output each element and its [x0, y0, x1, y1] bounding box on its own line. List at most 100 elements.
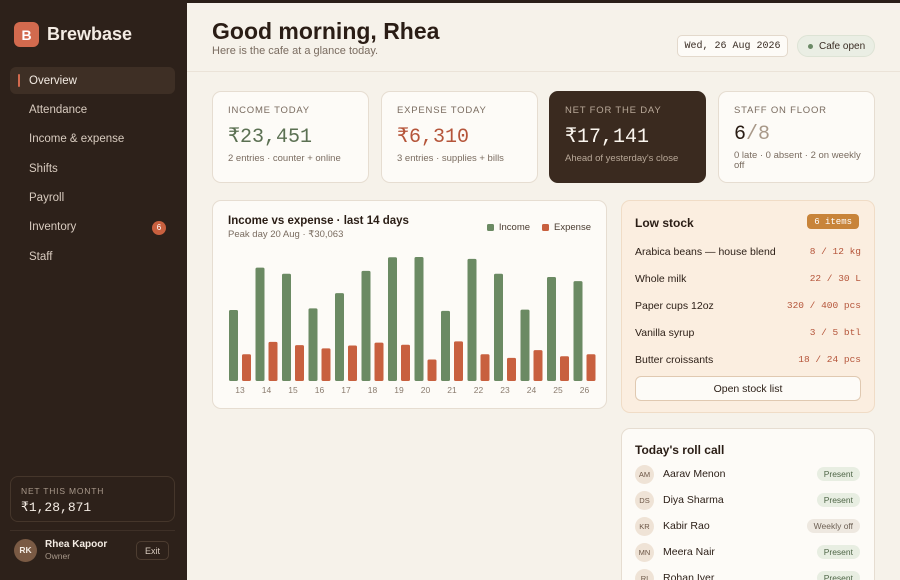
sidebar-item-overview[interactable]: Overview	[10, 67, 175, 94]
x-tick-label: 17	[341, 385, 351, 395]
roll-call-card: Today's roll call AM Aarav Menon Present…	[621, 428, 875, 580]
low-stock-list: Arabica beans — house blend 8 / 12 kg Wh…	[635, 238, 861, 373]
x-tick-label: 13	[235, 385, 245, 395]
bar-expense-15[interactable]	[295, 345, 304, 381]
bar-income-23[interactable]	[494, 273, 503, 381]
bar-expense-25[interactable]	[560, 356, 569, 381]
list-item[interactable]: Butter croissants 18 / 24 pcs	[635, 346, 861, 373]
stock-item-qty: 22 / 30 L	[809, 273, 861, 284]
bar-income-26[interactable]	[573, 281, 583, 381]
sidebar-item-label: Payroll	[29, 192, 65, 205]
bar-income-17[interactable]	[335, 293, 344, 381]
income-expense-chart: 13 14 15 16 17 18 19 20 21 22 23 24 25 26	[229, 256, 596, 395]
bar-expense-20[interactable]	[427, 359, 437, 381]
bar-income-13[interactable]	[229, 310, 238, 381]
staff-name: Rohan Iyer	[663, 572, 715, 580]
list-item[interactable]: Paper cups 12oz 320 / 400 pcs	[635, 292, 861, 319]
bar-income-25[interactable]	[547, 277, 556, 381]
legend-item-expense: Expense	[542, 222, 591, 233]
x-tick-label: 14	[262, 385, 272, 395]
stat-label: NET FOR THE DAY	[565, 105, 662, 116]
bar-expense-21[interactable]	[454, 341, 463, 381]
open-stock-list-button[interactable]: Open stock list	[635, 376, 861, 401]
date-chip[interactable]: Wed, 26 Aug 2026	[677, 35, 788, 57]
bar-income-14[interactable]	[255, 267, 265, 381]
list-item[interactable]: KR Kabir Rao Weekly off	[635, 513, 861, 539]
bar-income-24[interactable]	[520, 309, 530, 381]
staff-name: Diya Sharma	[663, 494, 724, 506]
stat-card-net-for-day[interactable]: NET FOR THE DAY ₹17,141 Ahead of yesterd…	[549, 91, 706, 183]
stat-card-staff-on-floor[interactable]: STAFF ON FLOOR 6/8 0 late · 0 absent · 2…	[718, 91, 875, 183]
chart-subtitle: Peak day 20 Aug · ₹30,063	[228, 229, 344, 240]
bar-expense-16[interactable]	[321, 348, 331, 381]
brand-logo: B	[14, 22, 39, 47]
sidebar-item-label: Staff	[29, 250, 53, 263]
sidebar-item-label: Shifts	[29, 162, 58, 175]
stat-subtext: 3 entries · supplies + bills	[397, 153, 504, 164]
avatar: KR	[635, 516, 654, 536]
exit-button[interactable]: Exit	[135, 541, 169, 560]
bar-expense-24[interactable]	[533, 350, 543, 381]
list-item[interactable]: AM Aarav Menon Present	[635, 461, 861, 487]
list-item[interactable]: Arabica beans — house blend 8 / 12 kg	[635, 238, 861, 265]
x-tick-label: 23	[500, 385, 510, 395]
bar-expense-23[interactable]	[507, 357, 516, 381]
bar-expense-17[interactable]	[348, 345, 357, 381]
stock-item-qty: 320 / 400 pcs	[786, 300, 861, 311]
sidebar-item-label: Income & expense	[29, 133, 125, 146]
bar-expense-26[interactable]	[586, 354, 596, 381]
stock-item-qty: 8 / 12 kg	[809, 246, 861, 257]
x-tick-label: 16	[315, 385, 325, 395]
user-profile: RK Rhea Kapoor Owner Exit	[14, 538, 171, 562]
list-item[interactable]: DS Diya Sharma Present	[635, 487, 861, 513]
sidebar-item-staff[interactable]: Staff	[10, 243, 175, 270]
stat-value: ₹23,451	[228, 126, 313, 149]
bar-income-19[interactable]	[388, 257, 397, 381]
bar-expense-18[interactable]	[374, 342, 384, 381]
low-stock-card: Low stock 6 items Arabica beans — house …	[621, 200, 875, 413]
list-item[interactable]: Whole milk 22 / 30 L	[635, 265, 861, 292]
legend-label-expense: Expense	[554, 222, 591, 233]
sidebar-item-shifts[interactable]: Shifts	[10, 155, 175, 182]
stock-item-name: Arabica beans — house blend	[635, 245, 776, 258]
list-item[interactable]: Vanilla syrup 3 / 5 btl	[635, 319, 861, 346]
sidebar-item-income-expense[interactable]: Income & expense	[10, 126, 175, 153]
bar-income-16[interactable]	[308, 308, 318, 381]
bar-income-22[interactable]	[467, 258, 477, 381]
stat-card-expense-today[interactable]: EXPENSE TODAY ₹6,310 3 entries · supplie…	[381, 91, 538, 183]
bar-income-21[interactable]	[441, 310, 450, 381]
sidebar-item-payroll[interactable]: Payroll	[10, 185, 175, 212]
staff-total-count: /8	[746, 123, 771, 146]
legend-label-income: Income	[498, 222, 531, 233]
bar-expense-19[interactable]	[401, 344, 410, 381]
bar-income-20[interactable]	[414, 256, 424, 381]
page-title: Good morning, Rhea	[212, 18, 440, 44]
legend-swatch-income	[486, 224, 494, 231]
cafe-status-badge[interactable]: Cafe open	[797, 35, 875, 57]
avatar[interactable]: RK	[14, 538, 37, 562]
chart-legend: Income Expense	[475, 222, 591, 233]
status-badge: Present	[816, 545, 860, 559]
sidebar-item-inventory[interactable]: Inventory 6	[10, 214, 175, 241]
bar-expense-14[interactable]	[268, 341, 278, 381]
stat-value: 6/8	[734, 123, 874, 146]
x-tick-label: 18	[368, 385, 378, 395]
bar-expense-22[interactable]	[480, 354, 490, 381]
status-dot-icon	[808, 43, 813, 49]
stat-card-income-today[interactable]: INCOME TODAY ₹23,451 2 entries · counter…	[212, 91, 369, 183]
status-badge: Weekly off	[806, 519, 860, 533]
roll-call-list: AM Aarav Menon Present DS Diya Sharma Pr…	[635, 461, 861, 580]
legend-item-income: Income	[486, 222, 531, 233]
user-name: Rhea Kapoor	[45, 539, 108, 550]
avatar: AM	[635, 464, 654, 484]
x-tick-label: 26	[580, 385, 590, 395]
sidebar-item-attendance[interactable]: Attendance	[10, 96, 175, 123]
brand[interactable]: B Brewbase	[14, 22, 132, 47]
bar-income-15[interactable]	[282, 273, 291, 381]
cafe-status-label: Cafe open	[819, 40, 866, 52]
bar-expense-13[interactable]	[242, 354, 251, 381]
list-item[interactable]: RI Rohan Iyer Present	[635, 565, 861, 580]
staff-name: Aarav Menon	[663, 468, 726, 480]
list-item[interactable]: MN Meera Nair Present	[635, 539, 861, 565]
bar-income-18[interactable]	[361, 270, 371, 381]
